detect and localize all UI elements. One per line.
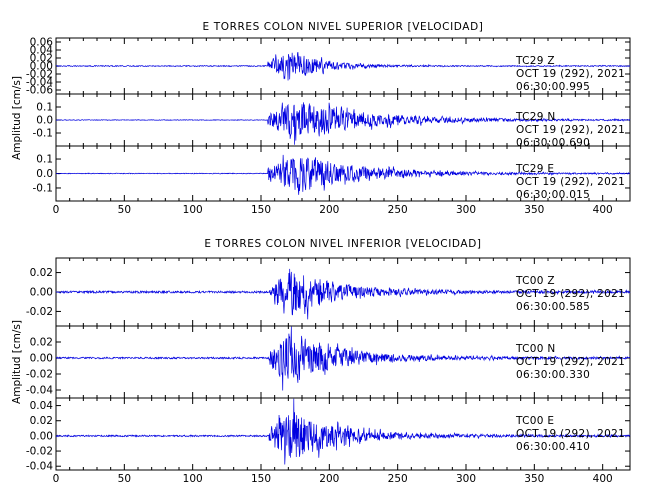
y-tick-label: 0.02	[30, 337, 53, 349]
y-tick-label: 0.00	[30, 353, 53, 365]
x-tick-label: 50	[118, 473, 131, 485]
x-tick-label: 400	[593, 473, 613, 485]
x-tick-label: 150	[251, 473, 271, 485]
y-axis-label: Amplitud [cm/s]	[11, 76, 23, 160]
x-tick-label: 0	[53, 204, 60, 216]
figure-title: E TORRES COLON NIVEL SUPERIOR [VELOCIDAD…	[203, 21, 484, 33]
start-time-label: 06:30:00.410	[516, 441, 590, 453]
waveform-trace	[55, 51, 631, 81]
x-tick-label: 200	[319, 473, 339, 485]
x-tick-label: 100	[183, 473, 203, 485]
panel-tc29-z: -0.06-0.04-0.020.000.020.040.06 TC29 ZOCT…	[26, 37, 631, 97]
x-tick-label: 400	[593, 204, 613, 216]
date-label: OCT 19 (292), 2021	[516, 176, 625, 188]
start-time-label: 06:30:00.330	[516, 369, 590, 381]
x-tick-label: 300	[456, 204, 476, 216]
x-tick-label: 350	[524, 473, 544, 485]
figure-lower-level: E TORRES COLON NIVEL INFERIOR [VELOCIDAD…	[11, 238, 631, 485]
figure-title: E TORRES COLON NIVEL INFERIOR [VELOCIDAD…	[204, 238, 481, 250]
station-component-label: TC29 Z	[515, 55, 555, 67]
station-component-label: TC29 N	[515, 111, 555, 123]
date-label: OCT 19 (292), 2021	[516, 288, 625, 300]
y-tick-label: 0.00	[30, 287, 53, 299]
x-tick-label: 50	[118, 204, 131, 216]
station-component-label: TC00 N	[515, 343, 555, 355]
figure-upper-level: E TORRES COLON NIVEL SUPERIOR [VELOCIDAD…	[11, 21, 631, 216]
x-tick-label: 350	[524, 204, 544, 216]
x-tick-label: 150	[251, 204, 271, 216]
y-tick-label: -0.02	[26, 369, 53, 381]
waveform-trace	[55, 326, 631, 391]
y-tick-label: -0.1	[33, 182, 54, 194]
waveform-trace	[55, 268, 631, 320]
y-tick-label: 0.02	[30, 53, 53, 65]
y-tick-label: 0.00	[30, 430, 53, 442]
x-tick-label: 250	[388, 473, 408, 485]
y-tick-label: -0.1	[33, 128, 54, 140]
x-tick-label: 0	[53, 473, 60, 485]
y-tick-label: 0.06	[30, 37, 54, 49]
waveform-trace	[55, 398, 631, 465]
station-component-label: TC00 E	[515, 415, 554, 427]
y-tick-label: -0.02	[26, 69, 53, 81]
x-tick-label: 100	[183, 204, 203, 216]
start-time-label: 06:30:00.015	[516, 189, 590, 201]
start-time-label: 06:30:00.690	[516, 137, 590, 149]
y-tick-label: 0.04	[30, 400, 54, 412]
station-component-label: TC00 Z	[515, 275, 555, 287]
waveform-trace	[55, 102, 631, 145]
waveform-trace	[55, 154, 631, 195]
x-tick-label: 300	[456, 473, 476, 485]
y-tick-label: 0.0	[36, 115, 53, 127]
x-tick-label: 200	[319, 204, 339, 216]
y-axis-label: Amplitud [cm/s]	[11, 320, 23, 404]
x-tick-label: 250	[388, 204, 408, 216]
date-label: OCT 19 (292), 2021	[516, 356, 625, 368]
y-tick-label: 0.1	[36, 154, 53, 166]
station-component-label: TC29 E	[515, 163, 554, 175]
date-label: OCT 19 (292), 2021	[516, 68, 625, 80]
y-tick-label: 0.1	[36, 102, 53, 114]
y-tick-label: -0.02	[26, 306, 53, 318]
y-tick-label: 0.02	[30, 415, 53, 427]
y-tick-label: -0.04	[26, 385, 53, 397]
y-tick-label: -0.04	[26, 77, 53, 89]
start-time-label: 06:30:00.995	[516, 81, 590, 93]
date-label: OCT 19 (292), 2021	[516, 124, 625, 136]
y-tick-label: 0.04	[30, 45, 54, 57]
y-tick-label: -0.02	[26, 446, 53, 458]
date-label: OCT 19 (292), 2021	[516, 428, 625, 440]
y-tick-label: -0.04	[26, 461, 53, 473]
y-tick-label: 0.02	[30, 267, 53, 279]
y-tick-label: 0.00	[30, 61, 53, 73]
y-tick-label: -0.06	[26, 85, 53, 97]
start-time-label: 06:30:00.585	[516, 301, 590, 313]
y-tick-label: 0.0	[36, 168, 53, 180]
